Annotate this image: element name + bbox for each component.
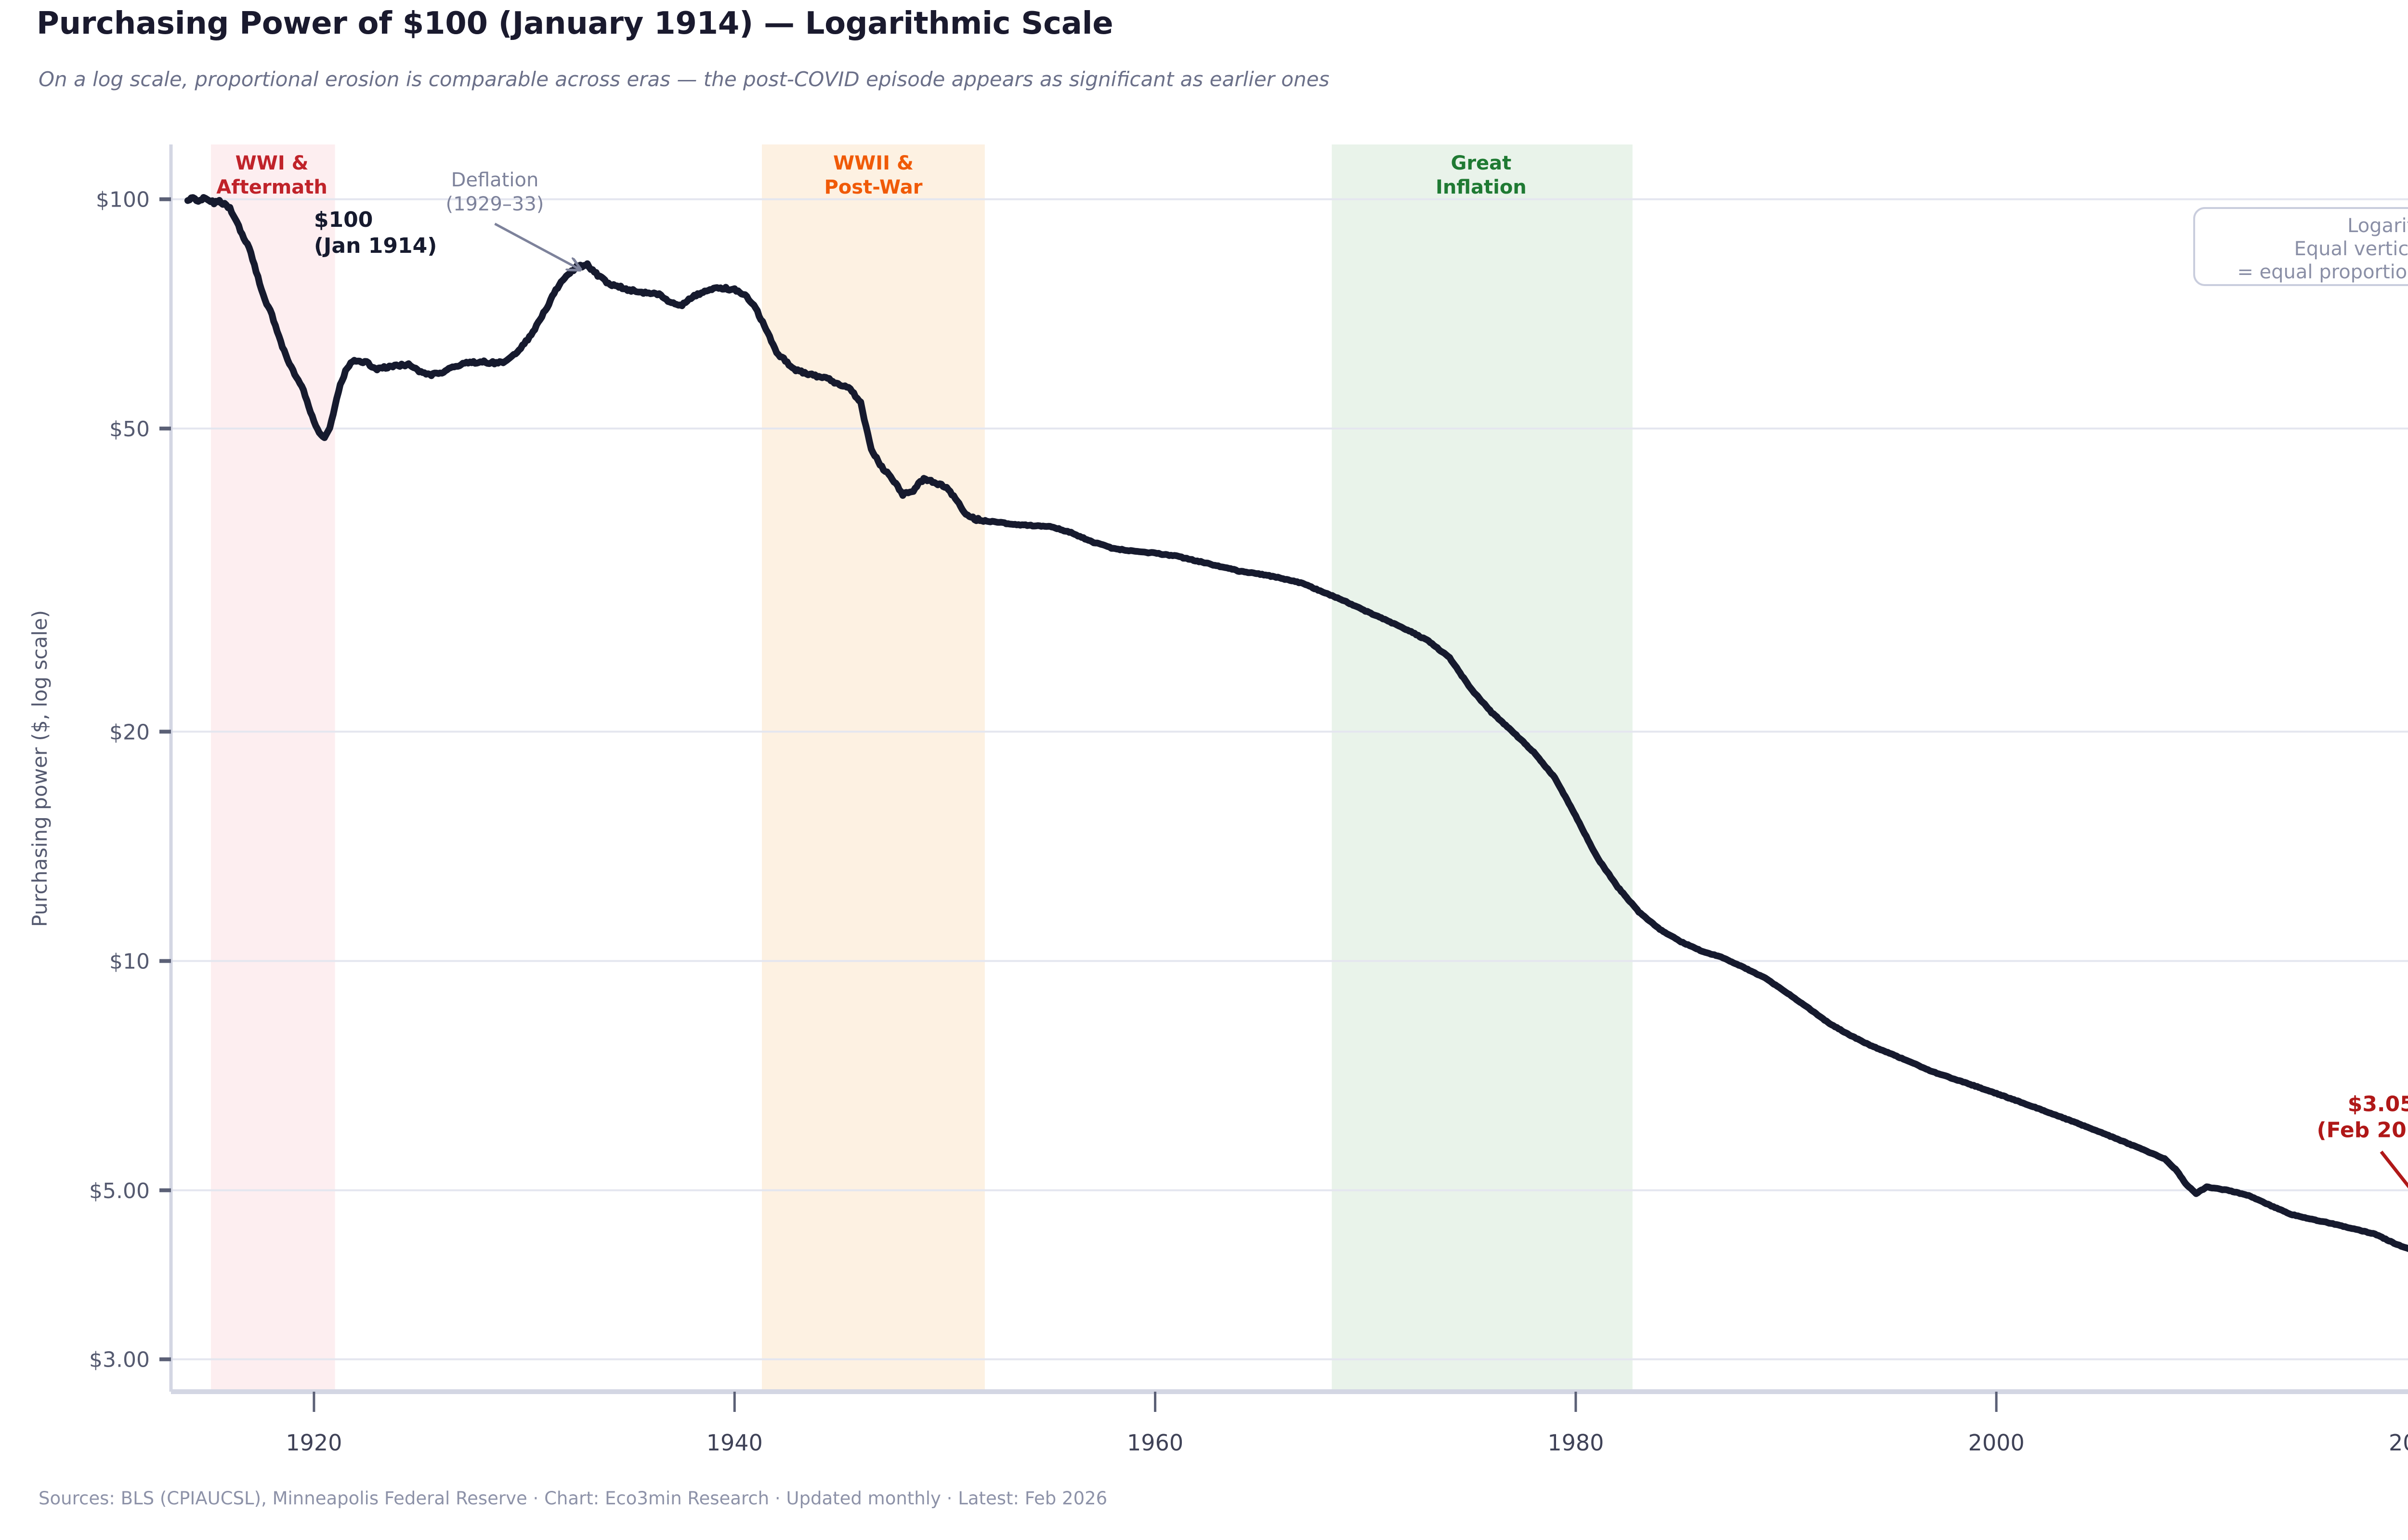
y-tick-label: $10 (109, 950, 150, 974)
x-tick-label: 1920 (286, 1430, 342, 1456)
y-tick-label: $5.00 (89, 1179, 150, 1203)
era-band-labels-group: WWI &Aftermath WWII &Post-War GreatInflati… (216, 152, 1527, 198)
log-scale-note-box: Logarithmic scale:Equal vertical distanc… (2193, 207, 2408, 286)
x-tick-label: 1980 (1547, 1430, 1604, 1456)
era-band-wwii-post-war (762, 144, 985, 1392)
era-bands-group (210, 144, 1633, 1392)
log-note-line3: = equal proportional changes (2237, 261, 2408, 283)
annotation-end-value-line2: (Feb 2026) (2317, 1118, 2408, 1143)
log-note-line1: Logarithmic scale: (2347, 215, 2408, 237)
chart-footer-sources: Sources: BLS (CPIAUCSL), Minneapolis Fed… (39, 1488, 1108, 1509)
annotations-group: $100(Jan 1914) Deflation(1929–33) $3.05(Fe… (314, 169, 2408, 1188)
era-label-great-inflation-line2: Inflation (1436, 176, 1527, 198)
page-subtitle: On a log scale, proportional erosion is … (39, 67, 1330, 91)
era-label-wwi-aftermath-line2: Aftermath (216, 176, 327, 198)
data-series-group (184, 194, 2408, 1253)
annotation-start-value-line1: $100 (314, 208, 373, 232)
log-note-box-frame (2193, 207, 2408, 286)
x-tick-label: 2000 (1968, 1430, 2025, 1456)
y-tick-label: $50 (109, 417, 150, 442)
page-title: Purchasing Power of $100 (January 1914) … (37, 6, 1113, 41)
era-label-wwii-post-war-line2: Post-War (824, 176, 922, 198)
tick-labels-group: $100 $50 $20 $10 $5.00 $3.00 1920 1940 1960 1980 2… (89, 188, 2408, 1456)
y-tick-label: $20 (109, 720, 150, 744)
annotation-deflation-line2: (1929–33) (446, 193, 544, 215)
era-label-wwi-aftermath-line1: WWI & (236, 152, 309, 174)
series-line-purchasing-power (184, 194, 2408, 1253)
x-tick-label: 2020 (2389, 1430, 2408, 1456)
gridlines-group (171, 198, 2408, 1360)
annotation-deflation-line1: Deflation (451, 169, 539, 191)
axes-group (159, 144, 2408, 1412)
annotation-end-value-line1: $3.05 (2348, 1092, 2408, 1117)
era-label-wwii-post-war-line1: WWII & (833, 152, 914, 174)
era-band-wwi-aftermath (210, 144, 335, 1392)
era-label-great-inflation-line1: Great (1451, 152, 1511, 174)
y-tick-label: $3.00 (89, 1348, 150, 1372)
log-note-line2: Equal vertical distances (2294, 238, 2408, 260)
y-tick-label: $100 (96, 188, 150, 212)
x-tick-label: 1960 (1127, 1430, 1183, 1456)
era-band-great-inflation (1332, 144, 1633, 1392)
annotation-end-value-arrow (2380, 1150, 2408, 1188)
annotation-deflation-arrow (494, 222, 579, 269)
x-tick-label: 1940 (707, 1430, 763, 1456)
annotation-start-value-line2: (Jan 1914) (314, 234, 437, 258)
